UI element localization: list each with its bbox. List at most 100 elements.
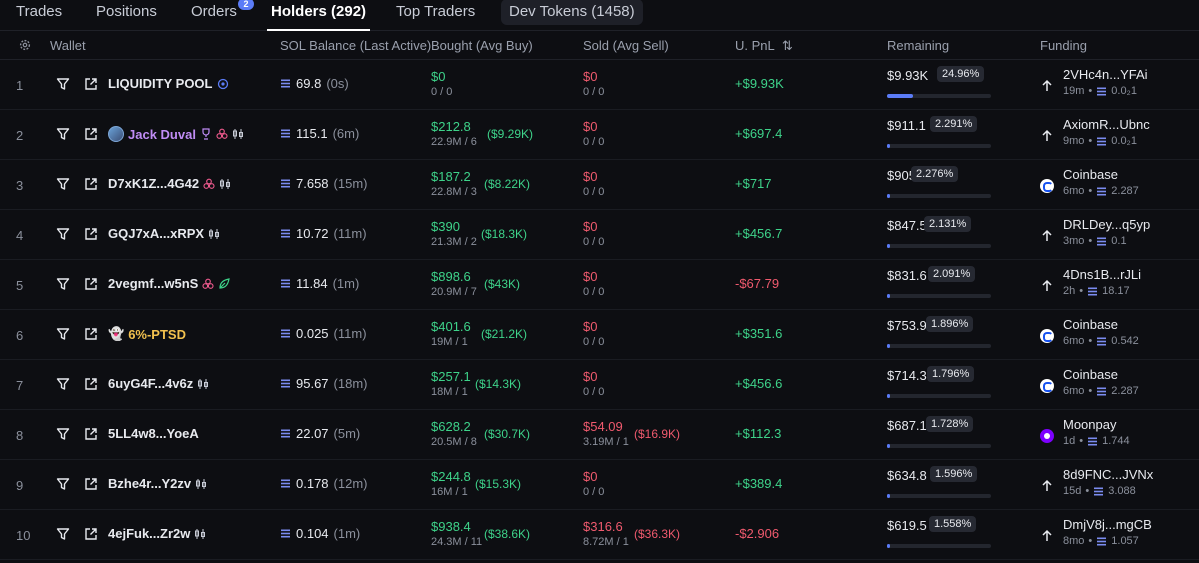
funding-source[interactable]: Coinbase <box>1063 317 1118 332</box>
funding-source[interactable]: 8d9FNC...JVNx <box>1063 467 1154 482</box>
funding-age: 2h <box>1063 285 1076 297</box>
tab-top-traders[interactable]: Top Traders <box>396 3 476 20</box>
tab-positions[interactable]: Positions <box>96 3 157 20</box>
table-row[interactable]: 2 Jack Duval 115.1 (6m) $212.8 ($9.29K) 22.9M … <box>0 110 1199 160</box>
col-sol-balance[interactable]: SOL Balance (Last Active) <box>280 38 432 53</box>
wallet-name[interactable]: 6%-PTSD <box>128 326 186 342</box>
filter-icon[interactable] <box>56 427 70 441</box>
filter-icon[interactable] <box>56 227 70 241</box>
wallet-name[interactable]: 5LL4w8...YoeA <box>108 426 199 441</box>
filter-icon[interactable] <box>56 177 70 191</box>
gear-icon[interactable] <box>18 38 32 52</box>
filter-icon[interactable] <box>56 127 70 141</box>
tab-orders[interactable]: Orders <box>191 3 237 20</box>
wallet-link[interactable]: D7xK1Z...4G42 <box>108 176 231 191</box>
external-link-icon[interactable] <box>84 377 98 391</box>
funding-source[interactable]: 4Dns1B...rJLi <box>1063 267 1142 282</box>
table-row[interactable]: 7 6uyG4F...4v6z 95.67 (18m) $257.1 ($14.3K) 18… <box>0 360 1199 410</box>
wallet-link[interactable]: 6uyG4F...4v6z <box>108 376 209 391</box>
external-link-icon[interactable] <box>84 527 98 541</box>
trophy-icon <box>202 128 210 140</box>
table-row[interactable]: 4 GQJ7xA...xRPX 10.72 (11m) $390 ($18.3K) 21.3… <box>0 210 1199 260</box>
wallet-name[interactable]: 4ejFuk...Zr2w <box>108 526 191 541</box>
funding-source[interactable]: DRLDey...q5yp <box>1063 217 1151 232</box>
funding-age: 6mo <box>1063 185 1085 197</box>
external-link-icon[interactable] <box>84 127 98 141</box>
col-upnl[interactable]: U. PnL ⇅ <box>735 38 793 54</box>
external-link-icon[interactable] <box>84 227 98 241</box>
table-row[interactable]: 5 2vegmf...w5nS 11.84 (1m) $898.6 ($43K) 20.9M… <box>0 260 1199 310</box>
table-row[interactable]: 10 4ejFuk...Zr2w 0.104 (1m) $938.4 ($38.6K) 24… <box>0 510 1199 560</box>
external-link-icon[interactable] <box>84 77 98 91</box>
wallet-name[interactable]: Bzhe4r...Y2zv <box>108 476 192 491</box>
remaining-progress-fill <box>887 394 890 398</box>
filter-icon[interactable] <box>56 77 70 91</box>
tab-holders[interactable]: Holders (292) <box>266 0 371 31</box>
wallet-link[interactable]: Jack Duval <box>108 126 244 142</box>
table-row[interactable]: 1 LIQUIDITY POOL 69.8 (0s) $0 0 / 0 $0 0 / 0 +$9… <box>0 60 1199 110</box>
external-link-icon[interactable] <box>84 277 98 291</box>
table-row[interactable]: 3 D7xK1Z...4G42 7.658 (15m) $187.2 ($8.22K) 22… <box>0 160 1199 210</box>
filter-icon[interactable] <box>56 527 70 541</box>
funding-source[interactable]: Coinbase <box>1063 367 1118 382</box>
tab-dev-tokens[interactable]: Dev Tokens (1458) <box>501 0 643 25</box>
funding-source[interactable]: Coinbase <box>1063 167 1118 182</box>
wallet-name[interactable]: D7xK1Z...4G42 <box>108 176 200 191</box>
funding-source[interactable]: Moonpay <box>1063 417 1117 432</box>
wallet-link[interactable]: 👻 6%-PTSD <box>108 326 186 342</box>
col-upnl-label: U. PnL <box>735 38 775 53</box>
funding-amount: 0.542 <box>1111 335 1139 347</box>
bought-usd: $244.8 <box>431 469 471 484</box>
remaining-progress-fill <box>887 294 890 298</box>
wallet-name[interactable]: GQJ7xA...xRPX <box>108 226 205 241</box>
filter-icon[interactable] <box>56 277 70 291</box>
table-row[interactable]: 6 👻 6%-PTSD 0.025 (11m) $401.6 ($21.2K) 19M / 1… <box>0 310 1199 360</box>
wallet-name[interactable]: 6uyG4F...4v6z <box>108 376 194 391</box>
wallet-link[interactable]: LIQUIDITY POOL <box>108 76 229 91</box>
funding-age: 6mo <box>1063 335 1085 347</box>
sort-icon[interactable]: ⇅ <box>781 38 793 53</box>
remaining-usd: $9.93K <box>887 68 929 83</box>
dot-separator: • <box>1085 485 1090 497</box>
external-link-icon[interactable] <box>84 327 98 341</box>
external-link-icon[interactable] <box>84 427 98 441</box>
bought-usd: $938.4 <box>431 519 471 534</box>
col-sold[interactable]: Sold (Avg Sell) <box>583 38 669 53</box>
external-link-icon[interactable] <box>84 477 98 491</box>
rank: 1 <box>16 78 24 93</box>
candle-icon <box>232 129 243 139</box>
filter-icon[interactable] <box>56 377 70 391</box>
filter-icon[interactable] <box>56 327 70 341</box>
tab-trades[interactable]: Trades <box>16 3 63 20</box>
sol-icon <box>281 379 290 388</box>
avg-buy: ($18.3K) <box>481 227 528 241</box>
funding-source[interactable]: 2VHc4n...YFAi <box>1063 67 1148 82</box>
candle-icon <box>196 478 207 489</box>
wallet-link[interactable]: 4ejFuk...Zr2w <box>108 526 206 541</box>
wallet-name[interactable]: LIQUIDITY POOL <box>108 76 213 91</box>
table-row[interactable]: 9 Bzhe4r...Y2zv 0.178 (12m) $244.8 ($15.3K) 16… <box>0 460 1199 510</box>
wallet-link[interactable]: GQJ7xA...xRPX <box>108 226 220 241</box>
col-bought[interactable]: Bought (Avg Buy) <box>431 38 533 53</box>
col-remaining[interactable]: Remaining <box>887 38 950 53</box>
wallet-link[interactable]: 2vegmf...w5nS <box>108 276 231 291</box>
unrealized-pnl: +$456.7 <box>735 226 783 241</box>
rank: 6 <box>16 328 24 343</box>
filter-icon[interactable] <box>56 477 70 491</box>
remaining-progress-fill <box>887 94 913 98</box>
wallet-name[interactable]: Jack Duval <box>128 126 196 142</box>
sol-balance-value: 7.658 <box>296 176 329 191</box>
sol-balance-value: 22.07 <box>296 426 329 441</box>
col-wallet: Wallet <box>50 38 86 53</box>
external-link-icon[interactable] <box>84 177 98 191</box>
funding-source[interactable]: AxiomR...Ubnc <box>1063 117 1150 132</box>
funding-source[interactable]: DmjV8j...mgCB <box>1063 517 1152 532</box>
sol-icon <box>281 529 290 538</box>
wallet-name[interactable]: 2vegmf...w5nS <box>108 276 199 291</box>
rank: 2 <box>16 128 24 143</box>
funding-details: 2h • 18.17 <box>1063 285 1130 297</box>
remaining-usd: $911.1 <box>887 118 926 133</box>
table-row[interactable]: 8 5LL4w8...YoeA 22.07 (5m) $628.2 ($30.7K) 20.… <box>0 410 1199 460</box>
wallet-link[interactable]: 5LL4w8...YoeA <box>108 426 199 441</box>
wallet-link[interactable]: Bzhe4r...Y2zv <box>108 476 207 491</box>
